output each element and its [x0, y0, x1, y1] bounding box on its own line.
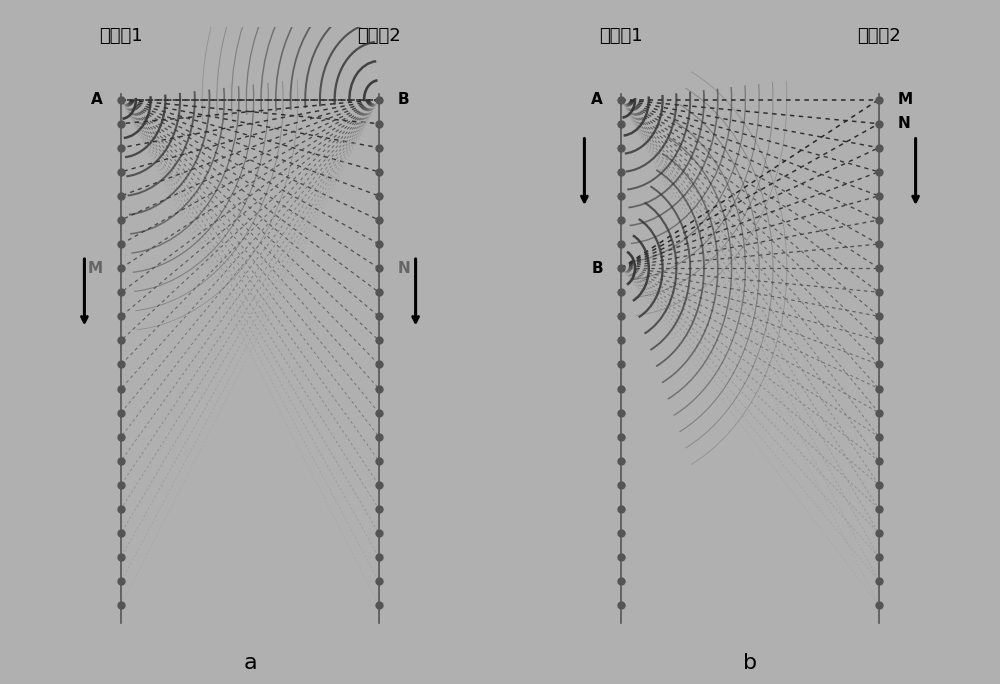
Text: N: N [897, 116, 910, 131]
Text: M: M [897, 92, 912, 107]
Text: a: a [243, 653, 257, 674]
Text: 电极关2: 电极关2 [857, 27, 901, 45]
Text: 电极关2: 电极关2 [357, 27, 401, 45]
Text: b: b [743, 653, 757, 674]
Text: B: B [397, 92, 409, 107]
Text: 电极关1: 电极关1 [599, 27, 643, 45]
Text: A: A [591, 92, 603, 107]
Text: 电极关1: 电极关1 [99, 27, 143, 45]
Text: M: M [88, 261, 103, 276]
Text: B: B [591, 261, 603, 276]
Text: A: A [91, 92, 103, 107]
Text: N: N [397, 261, 410, 276]
